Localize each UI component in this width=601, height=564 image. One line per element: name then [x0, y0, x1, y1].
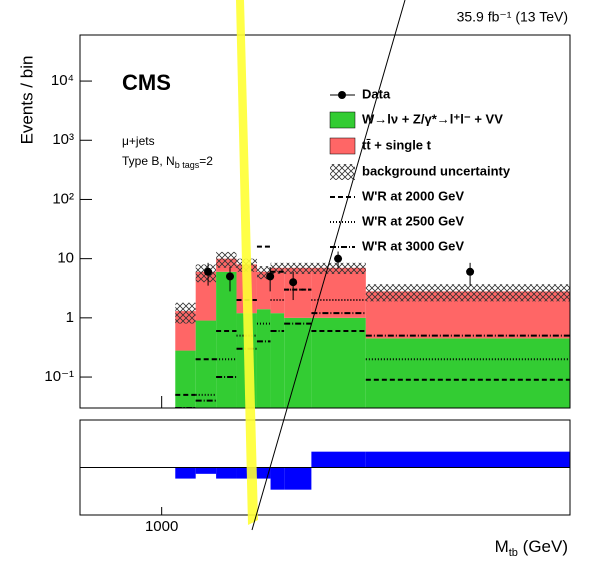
ratio-frame	[79, 419, 571, 516]
selection: Type B, Nb tags=2	[122, 154, 213, 170]
artifact-beam	[236, 0, 258, 525]
legend-swatch	[338, 91, 346, 99]
bar-segment	[270, 267, 285, 314]
bar-segment	[216, 271, 237, 408]
bar-segment	[311, 317, 366, 408]
frame	[79, 34, 571, 409]
ratio-bar	[175, 467, 196, 479]
lumi: 35.9 fb⁻¹ (13 TeV)	[457, 9, 568, 25]
bar-segment	[365, 338, 570, 408]
y-tick-label: 10⁴	[51, 72, 74, 89]
ratio-bar	[236, 467, 257, 479]
bar-segment	[311, 267, 366, 318]
bar-segment	[195, 271, 217, 321]
bar-segment	[175, 350, 196, 408]
ratio-bar	[195, 467, 217, 474]
ratio-bar	[216, 467, 237, 479]
bar-segment	[195, 320, 217, 408]
legend-label: tt̄ + single t	[362, 137, 432, 152]
y-tick-label: 10	[57, 250, 74, 267]
uncertainty-band	[270, 262, 285, 275]
legend-label: W'R at 2000 GeV	[362, 188, 464, 203]
bar-segment	[256, 271, 271, 310]
x-axis-label: Mtb (GeV)	[495, 537, 568, 558]
plot-area	[175, 245, 570, 408]
y-axis-label: Events / bin	[17, 56, 36, 145]
data-point	[204, 267, 213, 276]
y-tick-label: 10²	[52, 190, 74, 207]
data-point	[334, 254, 343, 263]
uncertainty-band	[311, 262, 366, 275]
legend-swatch	[330, 164, 355, 180]
ratio-bar	[270, 467, 285, 490]
legend-label: W→lν + Z/γ*→l⁺l⁻ + VV	[362, 111, 503, 126]
bar-segment	[270, 313, 285, 408]
y-tick-label: 10³	[52, 131, 74, 148]
legend-swatch	[329, 137, 356, 155]
uncertainty-band	[216, 251, 237, 268]
ratio-area	[80, 451, 570, 490]
data-point	[225, 272, 234, 281]
bar-segment	[284, 317, 312, 408]
uncertainty-band	[175, 302, 196, 324]
channel: μ+jets	[122, 134, 155, 148]
bar-segment	[284, 267, 312, 318]
data-point	[289, 278, 298, 287]
uncertainty-band	[365, 284, 570, 302]
legend-label: W'R at 3000 GeV	[362, 238, 464, 253]
ratio-bar	[284, 467, 312, 490]
uncertainty-band	[284, 262, 312, 275]
bar-segment	[256, 309, 271, 408]
legend-label: Data	[362, 86, 391, 101]
experiment: CMS	[122, 70, 171, 95]
y-tick-label: 1	[66, 309, 74, 326]
ratio-bar	[311, 451, 366, 468]
data-point	[266, 272, 275, 281]
legend-swatch	[329, 111, 356, 129]
legend-label: background uncertainty	[362, 163, 511, 178]
x-tick-label: 1000	[145, 518, 178, 535]
legend-label: W'R at 2500 GeV	[362, 213, 464, 228]
y-tick-label: 10⁻¹	[44, 368, 74, 385]
artifact-line	[251, 0, 406, 531]
data-point	[466, 267, 475, 276]
ratio-bar	[256, 467, 271, 479]
ratio-bar	[365, 451, 570, 468]
